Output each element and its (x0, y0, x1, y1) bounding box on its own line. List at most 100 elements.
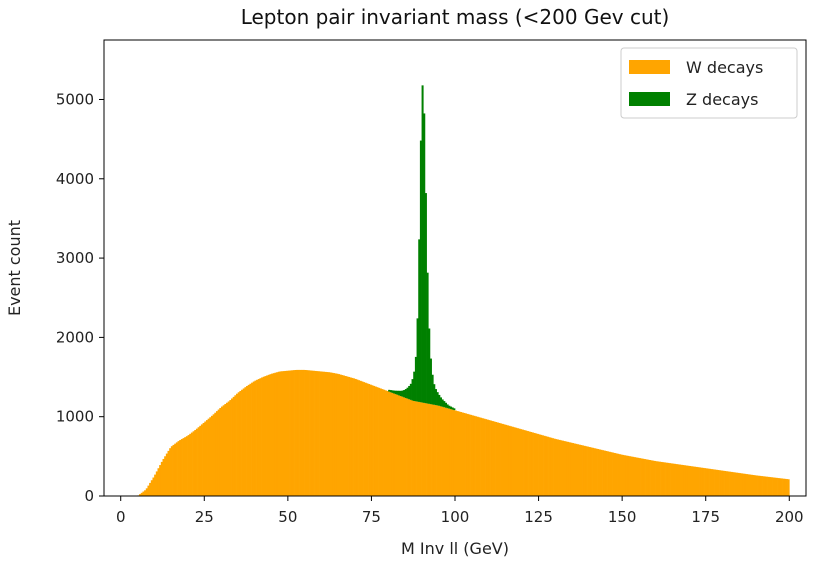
w-decays-bar (428, 403, 431, 496)
w-decays-bar (699, 467, 702, 496)
w-decays-bar (433, 404, 436, 496)
w-decays-bar (785, 479, 788, 496)
z-decays-bar (424, 193, 427, 404)
w-decays-bar (685, 465, 688, 496)
w-decays-bar (734, 472, 737, 496)
w-decays-bar (709, 468, 712, 496)
w-decays-bar (399, 396, 402, 496)
w-decays-bar (525, 430, 528, 496)
w-decays-bar (665, 462, 668, 496)
w-decays-bar (281, 371, 284, 496)
w-decays-bar (364, 382, 367, 496)
w-decays-bar (436, 405, 439, 496)
w-decays-bar (516, 428, 519, 496)
z-decays-bar (418, 239, 421, 402)
w-decays-bar (515, 427, 518, 496)
z-decays-bar (403, 390, 406, 398)
w-decays-bar (508, 425, 511, 496)
w-decays-bar (535, 433, 538, 496)
w-decays-bar (463, 412, 466, 496)
w-decays-bar (777, 478, 780, 496)
z-decays-bar (439, 397, 442, 407)
z-decays-bar (423, 113, 426, 403)
w-decays-bar (296, 369, 299, 496)
w-decays-bar (449, 409, 453, 496)
z-decays-bar (389, 390, 392, 393)
w-decays-bar (767, 476, 770, 496)
w-decays-bar (692, 466, 695, 496)
w-decays-bar (770, 477, 773, 496)
w-decays-bar (152, 477, 155, 496)
w-decays-bar (160, 461, 163, 496)
w-decays-bar (257, 379, 260, 496)
w-decays-bar (491, 421, 494, 496)
w-decays-bar (615, 453, 618, 496)
w-decays-bar (157, 468, 160, 496)
w-decays-bar (607, 451, 610, 496)
w-decays-bar (677, 464, 680, 496)
w-decays-bar (164, 456, 167, 496)
z-decays-bar (426, 272, 429, 404)
w-decays-bar (165, 453, 168, 496)
w-decays-bar (274, 372, 277, 496)
z-decays-bar (448, 405, 451, 409)
w-decays-bar (735, 472, 738, 496)
w-decays-bar (496, 422, 499, 496)
w-decays-bar (506, 425, 509, 496)
w-decays-bar (704, 468, 707, 496)
w-decays-bar (749, 474, 752, 496)
w-decays-bar (236, 393, 239, 496)
w-decays-bar (645, 459, 648, 496)
w-decays-bar (324, 371, 327, 496)
w-decays-bar (488, 420, 491, 496)
w-decays-bar (612, 452, 615, 496)
w-decays-bar (190, 432, 193, 496)
w-decays-bar (712, 469, 715, 496)
w-decays-bar (660, 461, 663, 496)
w-decays-bar (613, 452, 616, 496)
w-decays-bar (590, 447, 593, 496)
w-decays-bar (672, 463, 675, 496)
w-decays-bar (227, 401, 230, 496)
w-decays-bar (690, 466, 693, 496)
w-decays-bar (585, 446, 588, 496)
z-decays-bars (388, 85, 456, 411)
w-decays-bar (587, 446, 590, 496)
x-tick-label: 200 (775, 508, 804, 526)
w-decays-bar (403, 397, 406, 496)
w-decays-bar (162, 458, 165, 496)
w-decays-bar (434, 405, 437, 496)
w-decays-bar (575, 443, 578, 496)
w-decays-bar (244, 387, 247, 496)
w-decays-bar (740, 473, 743, 496)
w-decays-bar (299, 369, 302, 496)
w-decays-bar (327, 372, 330, 496)
w-decays-bar (307, 370, 310, 496)
w-decays-bar (192, 431, 195, 496)
w-decays-bar (628, 456, 631, 496)
w-decays-bar (326, 372, 329, 496)
w-decays-bar (282, 371, 285, 496)
w-decays-bar (378, 387, 381, 496)
x-tick-label: 0 (116, 508, 126, 526)
z-decays-bar (453, 408, 456, 411)
w-decays-bar (413, 400, 416, 496)
w-decays-bar (341, 375, 344, 496)
w-decays-bar (608, 451, 611, 496)
w-decays-bar (468, 414, 471, 496)
w-decays-bar (237, 392, 240, 496)
w-decays-bar (742, 473, 745, 496)
w-decays-bar (254, 380, 257, 496)
w-decays-bar (650, 460, 653, 496)
w-decays-bar (460, 412, 463, 496)
w-decays-bar (727, 471, 730, 496)
w-decays-bar (630, 456, 633, 496)
w-decays-bar (172, 444, 175, 496)
w-decays-bar (150, 480, 153, 496)
w-decays-bar (276, 372, 279, 496)
w-decays-bar (361, 381, 364, 496)
z-decays-bar (419, 140, 422, 403)
w-decays-bar (633, 457, 636, 496)
w-decays-bar (398, 395, 401, 496)
x-tick-label: 100 (441, 508, 470, 526)
